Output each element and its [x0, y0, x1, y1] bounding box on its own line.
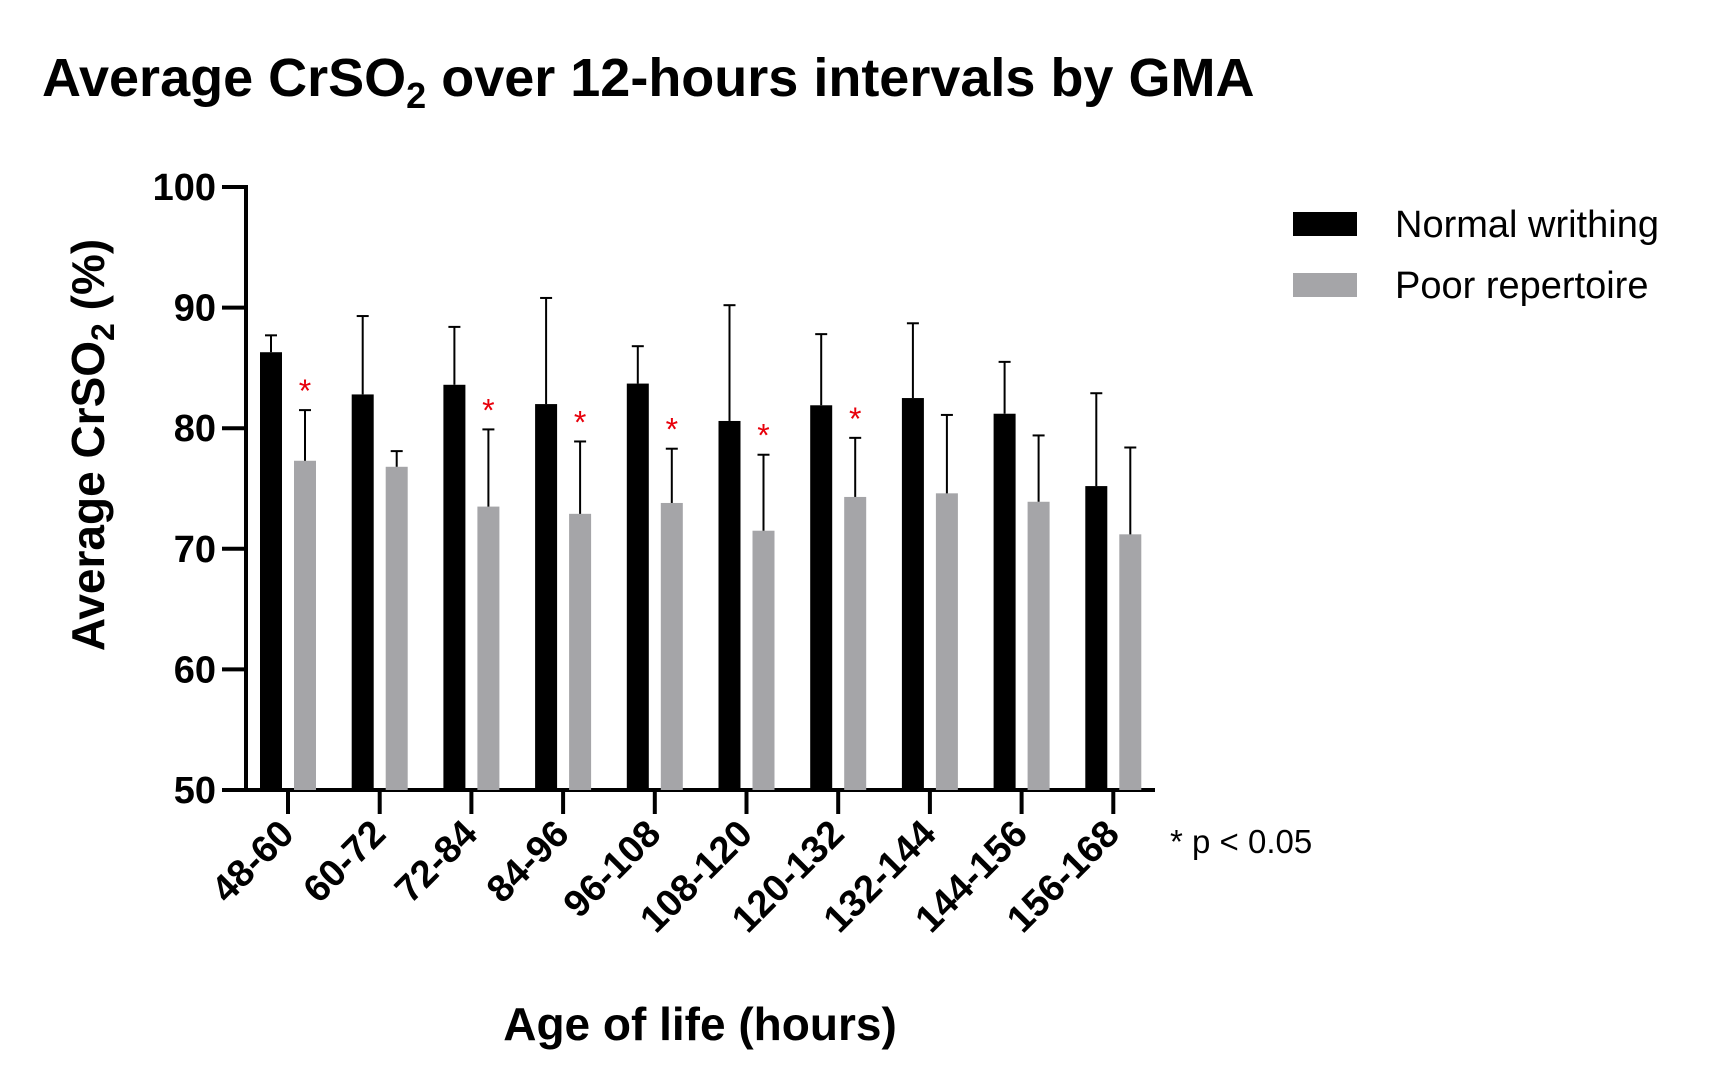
significance-star-96-108: *: [666, 412, 678, 448]
significance-note: * p < 0.05: [1170, 823, 1312, 860]
significance-star-108-120: *: [757, 418, 769, 454]
chart-title-subscript: 2: [406, 75, 426, 116]
chart-title: Average CrSO2 over 12-hours intervals by…: [42, 48, 1254, 116]
bar-poor-repertoire-156-168: [1119, 534, 1142, 790]
y-axis-title-subscript: 2: [85, 323, 121, 341]
bar-normal-writhing-72-84: [443, 384, 466, 790]
y-tick-label-100: 100: [153, 167, 216, 209]
significance-star-72-84: *: [482, 392, 494, 428]
plot-area: 5060708090100*48-6060-72*72-84*84-96*96-…: [153, 167, 1155, 941]
legend-swatch-normal-writhing: [1293, 212, 1357, 236]
y-tick-label-50: 50: [174, 770, 216, 812]
bar-poor-repertoire-120-132: [844, 496, 867, 790]
bar-poor-repertoire-96-108: [660, 502, 683, 790]
y-tick-label-90: 90: [174, 288, 216, 330]
legend-swatch-poor-repertoire: [1293, 273, 1357, 297]
legend-label-normal-writhing: Normal writhing: [1395, 204, 1659, 246]
chart-title-rest: over 12-hours intervals by GMA: [426, 48, 1254, 108]
x-tick-label-72-84: 72-84: [387, 813, 485, 911]
significance-star-84-96: *: [574, 404, 586, 440]
bar-poor-repertoire-72-84: [477, 506, 500, 790]
y-axis-title-rest: (%): [62, 239, 114, 323]
bar-normal-writhing-156-168: [1085, 486, 1108, 790]
bar-normal-writhing-108-120: [718, 420, 741, 790]
legend-label-poor-repertoire: Poor repertoire: [1395, 265, 1648, 307]
bar-normal-writhing-132-144: [901, 398, 924, 790]
legend: Normal writhing Poor repertoire: [1293, 204, 1659, 307]
y-axis-title: Average CrSO2 (%): [62, 239, 121, 651]
bar-poor-repertoire-132-144: [935, 493, 958, 790]
bar-normal-writhing-48-60: [260, 352, 282, 790]
bar-normal-writhing-144-156: [993, 413, 1016, 790]
significance-star-48-60: *: [299, 373, 311, 409]
x-tick-label-60-72: 60-72: [296, 813, 394, 911]
bar-normal-writhing-96-108: [626, 383, 649, 790]
bar-normal-writhing-60-72: [351, 394, 374, 790]
chart-title-main: Average CrSO: [42, 48, 406, 108]
bar-poor-repertoire-60-72: [385, 466, 408, 790]
bar-poor-repertoire-84-96: [569, 513, 592, 790]
significance-star-120-132: *: [849, 401, 861, 437]
y-tick-label-80: 80: [174, 408, 216, 450]
x-tick-label-48-60: 48-60: [204, 813, 302, 911]
bar-poor-repertoire-108-120: [752, 530, 775, 790]
x-axis-title: Age of life (hours): [503, 998, 897, 1050]
bar-poor-repertoire-48-60: [294, 460, 316, 790]
bar-normal-writhing-120-132: [810, 405, 833, 790]
bar-normal-writhing-84-96: [535, 404, 558, 790]
y-tick-label-70: 70: [174, 529, 216, 571]
y-axis-title-main: Average CrSO: [62, 341, 114, 651]
y-tick-label-60: 60: [174, 649, 216, 691]
bar-poor-repertoire-144-156: [1027, 501, 1050, 790]
